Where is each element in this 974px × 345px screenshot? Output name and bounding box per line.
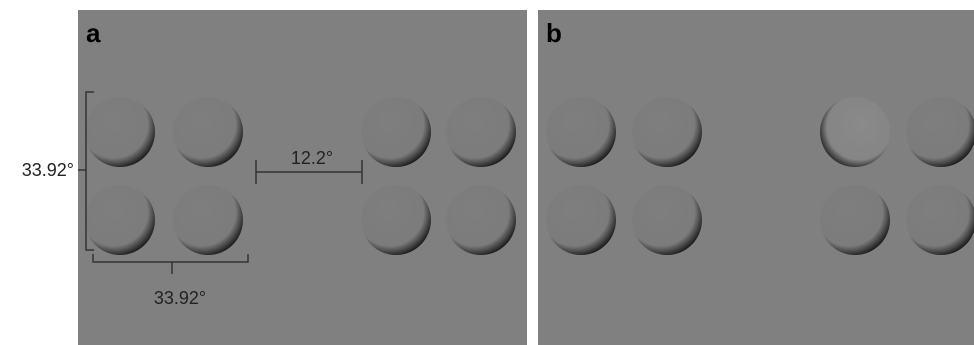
disc xyxy=(906,97,974,167)
disc xyxy=(446,185,516,255)
disc xyxy=(906,185,974,255)
disc xyxy=(361,97,431,167)
disc xyxy=(361,185,431,255)
disc xyxy=(546,97,616,167)
figure: a b 33.92° 33.92° 12.2° xyxy=(0,0,974,345)
disc xyxy=(820,185,890,255)
panel-label: a xyxy=(86,18,101,48)
disc xyxy=(546,185,616,255)
disc xyxy=(632,185,702,255)
annotation: 33.92° xyxy=(22,160,74,180)
disc xyxy=(173,97,243,167)
panel-a xyxy=(78,10,527,345)
disc xyxy=(85,97,155,167)
disc xyxy=(632,97,702,167)
disc xyxy=(820,97,890,167)
disc xyxy=(85,185,155,255)
disc xyxy=(446,97,516,167)
panel-label: b xyxy=(546,18,562,48)
annotation: 33.92° xyxy=(154,288,206,308)
panel-b xyxy=(538,10,974,345)
disc xyxy=(173,185,243,255)
annotation: 12.2° xyxy=(291,148,333,168)
